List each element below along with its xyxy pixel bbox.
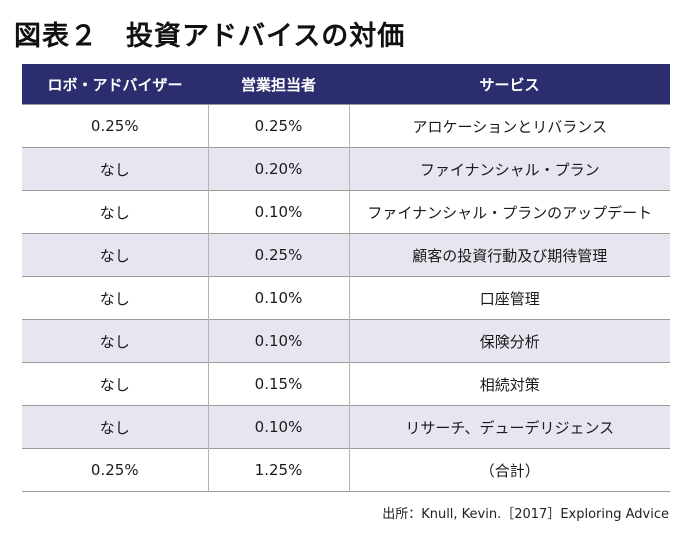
table-row: なし 0.10% 口座管理: [22, 276, 670, 320]
cell-sales-fee: 0.25%: [207, 233, 349, 277]
table-header-row: ロボ・アドバイザー 営業担当者 サービス: [22, 64, 670, 105]
cell-service: リサーチ、デューデリジェンス: [348, 405, 670, 449]
cell-sales-fee-total: 1.25%: [207, 448, 349, 492]
cell-service: 顧客の投資行動及び期待管理: [348, 233, 670, 277]
cell-robo-fee: なし: [22, 147, 208, 191]
cell-service-total: （合計）: [348, 448, 670, 492]
table-row: 0.25% 0.25% アロケーションとリバランス: [22, 104, 670, 148]
cell-service: ファイナンシャル・プラン: [348, 147, 670, 191]
fee-table-container: ロボ・アドバイザー 営業担当者 サービス 0.25% 0.25% アロケーション…: [22, 64, 670, 492]
cell-service: アロケーションとリバランス: [348, 104, 670, 148]
cell-sales-fee: 0.25%: [207, 104, 349, 148]
fee-table: ロボ・アドバイザー 営業担当者 サービス 0.25% 0.25% アロケーション…: [22, 64, 670, 492]
cell-sales-fee: 0.20%: [207, 147, 349, 191]
cell-sales-fee: 0.10%: [207, 319, 349, 363]
cell-service: 保険分析: [348, 319, 670, 363]
table-row: なし 0.25% 顧客の投資行動及び期待管理: [22, 233, 670, 277]
cell-sales-fee: 0.15%: [207, 362, 349, 406]
cell-service: ファイナンシャル・プランのアップデート: [348, 190, 670, 234]
cell-sales-fee: 0.10%: [207, 190, 349, 234]
cell-robo-fee-total: 0.25%: [22, 448, 208, 492]
table-row: なし 0.10% 保険分析: [22, 319, 670, 363]
cell-sales-fee: 0.10%: [207, 405, 349, 449]
header-robo-advisor: ロボ・アドバイザー: [22, 64, 208, 105]
cell-robo-fee: なし: [22, 405, 208, 449]
cell-robo-fee: なし: [22, 233, 208, 277]
page-title: 図表２ 投資アドバイスの対価: [14, 21, 406, 52]
cell-service: 相続対策: [348, 362, 670, 406]
header-sales-rep: 営業担当者: [208, 64, 349, 105]
cell-robo-fee: なし: [22, 190, 208, 234]
cell-service: 口座管理: [348, 276, 670, 320]
table-row: なし 0.10% リサーチ、デューデリジェンス: [22, 405, 670, 449]
table-row: なし 0.15% 相続対策: [22, 362, 670, 406]
header-service: サービス: [349, 64, 670, 105]
table-row: なし 0.10% ファイナンシャル・プランのアップデート: [22, 190, 670, 234]
cell-sales-fee: 0.10%: [207, 276, 349, 320]
cell-robo-fee: なし: [22, 276, 208, 320]
source-note: 出所：Knull, Kevin.［2017］Exploring Advice: [382, 507, 669, 522]
cell-robo-fee: なし: [22, 362, 208, 406]
table-row: なし 0.20% ファイナンシャル・プラン: [22, 147, 670, 191]
table-row-total: 0.25% 1.25% （合計）: [22, 448, 670, 492]
cell-robo-fee: 0.25%: [22, 104, 208, 148]
cell-robo-fee: なし: [22, 319, 208, 363]
